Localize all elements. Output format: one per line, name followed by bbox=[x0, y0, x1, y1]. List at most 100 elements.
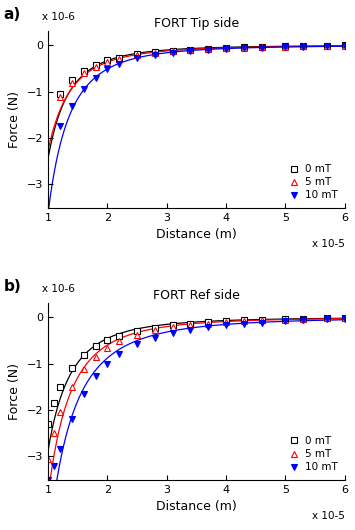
X-axis label: Distance (m): Distance (m) bbox=[156, 228, 237, 241]
10 mT bbox=[170, 330, 175, 336]
10 mT bbox=[135, 55, 139, 61]
10 mT bbox=[224, 46, 228, 52]
5 mT bbox=[82, 366, 86, 372]
0 mT bbox=[105, 337, 110, 343]
0 mT bbox=[206, 46, 211, 52]
10 mT bbox=[153, 334, 157, 341]
X-axis label: Distance (m): Distance (m) bbox=[156, 500, 237, 513]
Legend: 0 mT, 5 mT, 10 mT: 0 mT, 5 mT, 10 mT bbox=[286, 162, 339, 202]
10 mT bbox=[170, 49, 175, 56]
Text: x 10-5: x 10-5 bbox=[312, 240, 345, 250]
5 mT bbox=[301, 43, 305, 50]
0 mT bbox=[343, 314, 347, 321]
0 mT bbox=[224, 45, 228, 51]
0 mT bbox=[93, 343, 98, 350]
0 mT bbox=[283, 43, 288, 50]
0 mT bbox=[260, 44, 264, 50]
0 mT bbox=[82, 352, 86, 358]
0 mT bbox=[153, 324, 157, 331]
10 mT bbox=[93, 373, 98, 379]
0 mT bbox=[135, 328, 139, 334]
5 mT bbox=[283, 43, 288, 50]
0 mT bbox=[343, 42, 347, 49]
5 mT bbox=[206, 320, 211, 326]
0 mT bbox=[46, 421, 50, 427]
Title: FORT Tip side: FORT Tip side bbox=[154, 17, 239, 30]
5 mT bbox=[260, 44, 264, 50]
0 mT bbox=[242, 45, 246, 51]
10 mT bbox=[93, 75, 98, 81]
0 mT bbox=[260, 316, 264, 323]
5 mT bbox=[324, 315, 329, 322]
10 mT bbox=[301, 43, 305, 50]
5 mT bbox=[170, 324, 175, 331]
0 mT bbox=[206, 319, 211, 325]
5 mT bbox=[93, 64, 98, 70]
0 mT bbox=[170, 48, 175, 54]
5 mT bbox=[58, 409, 62, 416]
0 mT bbox=[70, 77, 74, 83]
10 mT bbox=[105, 66, 110, 73]
5 mT bbox=[52, 430, 56, 436]
10 mT bbox=[153, 52, 157, 58]
Line: 5 mT: 5 mT bbox=[45, 315, 348, 462]
0 mT bbox=[242, 317, 246, 324]
5 mT bbox=[58, 94, 62, 100]
Text: x 10-6: x 10-6 bbox=[42, 12, 75, 22]
5 mT bbox=[82, 70, 86, 76]
5 mT bbox=[242, 318, 246, 324]
5 mT bbox=[170, 48, 175, 55]
10 mT bbox=[343, 316, 347, 322]
10 mT bbox=[135, 341, 139, 347]
Line: 0 mT: 0 mT bbox=[57, 42, 348, 97]
5 mT bbox=[117, 56, 121, 62]
10 mT bbox=[52, 463, 56, 469]
10 mT bbox=[283, 44, 288, 50]
0 mT bbox=[324, 42, 329, 49]
0 mT bbox=[117, 332, 121, 339]
10 mT bbox=[324, 316, 329, 323]
10 mT bbox=[242, 321, 246, 327]
Text: x 10-5: x 10-5 bbox=[312, 511, 345, 522]
Text: a): a) bbox=[4, 7, 21, 22]
0 mT bbox=[301, 43, 305, 49]
10 mT bbox=[301, 317, 305, 324]
5 mT bbox=[46, 456, 50, 462]
0 mT bbox=[135, 51, 139, 58]
10 mT bbox=[58, 446, 62, 453]
Line: 10 mT: 10 mT bbox=[57, 43, 348, 129]
5 mT bbox=[224, 45, 228, 51]
10 mT bbox=[82, 86, 86, 92]
Title: FORT Ref side: FORT Ref side bbox=[153, 289, 240, 302]
0 mT bbox=[153, 49, 157, 56]
5 mT bbox=[135, 331, 139, 338]
0 mT bbox=[58, 91, 62, 97]
5 mT bbox=[224, 319, 228, 325]
0 mT bbox=[105, 57, 110, 64]
5 mT bbox=[105, 59, 110, 66]
0 mT bbox=[117, 55, 121, 61]
10 mT bbox=[206, 324, 211, 330]
10 mT bbox=[324, 43, 329, 49]
10 mT bbox=[58, 123, 62, 130]
0 mT bbox=[170, 322, 175, 329]
10 mT bbox=[260, 320, 264, 326]
5 mT bbox=[189, 322, 193, 328]
5 mT bbox=[343, 42, 347, 49]
0 mT bbox=[189, 47, 193, 53]
Line: 0 mT: 0 mT bbox=[45, 314, 348, 427]
5 mT bbox=[117, 338, 121, 344]
0 mT bbox=[70, 365, 74, 372]
10 mT bbox=[70, 416, 74, 422]
10 mT bbox=[189, 326, 193, 333]
Y-axis label: Force (N): Force (N) bbox=[8, 363, 21, 420]
5 mT bbox=[301, 316, 305, 322]
10 mT bbox=[189, 48, 193, 55]
5 mT bbox=[70, 384, 74, 390]
0 mT bbox=[93, 62, 98, 68]
5 mT bbox=[70, 80, 74, 86]
5 mT bbox=[242, 45, 246, 51]
0 mT bbox=[58, 384, 62, 390]
0 mT bbox=[224, 318, 228, 324]
Line: 10 mT: 10 mT bbox=[45, 316, 348, 483]
